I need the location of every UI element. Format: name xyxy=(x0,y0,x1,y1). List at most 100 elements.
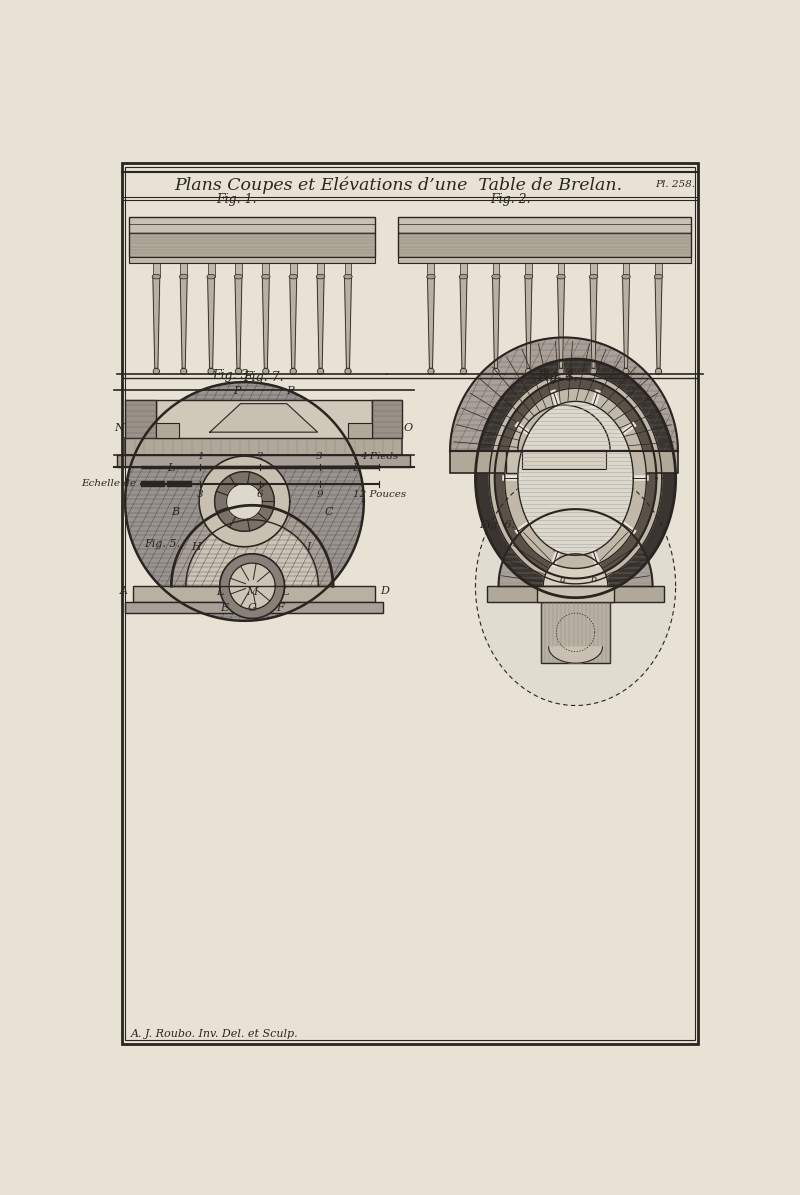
Text: 6: 6 xyxy=(257,490,263,498)
Text: P: P xyxy=(233,386,241,396)
Text: Fig. 1.: Fig. 1. xyxy=(217,192,257,206)
Bar xyxy=(129,233,375,257)
Circle shape xyxy=(262,368,269,374)
Bar xyxy=(371,400,402,439)
Text: C: C xyxy=(325,507,334,517)
Ellipse shape xyxy=(316,275,325,278)
Ellipse shape xyxy=(207,275,215,278)
Circle shape xyxy=(526,368,531,374)
Circle shape xyxy=(623,368,629,374)
Circle shape xyxy=(493,368,499,374)
Bar xyxy=(398,233,691,257)
Text: L: L xyxy=(281,588,288,598)
Text: Plans Coupes et Elévations d’une  Table de Brelan.: Plans Coupes et Elévations d’une Table d… xyxy=(174,176,622,194)
Polygon shape xyxy=(317,276,324,368)
Text: 1: 1 xyxy=(197,452,203,460)
Bar xyxy=(525,263,532,276)
Bar xyxy=(118,455,410,467)
Circle shape xyxy=(235,368,242,374)
Ellipse shape xyxy=(426,275,435,278)
Text: A. J. Roubo. Inv. Del. et Sculp.: A. J. Roubo. Inv. Del. et Sculp. xyxy=(131,1029,299,1040)
Bar xyxy=(349,423,371,439)
Polygon shape xyxy=(141,482,163,486)
Bar xyxy=(125,601,383,613)
Ellipse shape xyxy=(590,275,598,278)
Text: L: L xyxy=(353,462,360,473)
Polygon shape xyxy=(460,276,467,368)
Polygon shape xyxy=(345,276,351,368)
Polygon shape xyxy=(427,276,434,368)
Text: D: D xyxy=(380,586,389,596)
Text: G: G xyxy=(248,602,257,613)
Polygon shape xyxy=(494,379,656,578)
Polygon shape xyxy=(167,482,190,486)
Circle shape xyxy=(290,368,296,374)
Polygon shape xyxy=(214,472,274,532)
Text: 4 Pieds: 4 Pieds xyxy=(360,452,398,460)
Bar xyxy=(450,452,678,473)
Ellipse shape xyxy=(654,275,662,278)
Polygon shape xyxy=(475,358,676,598)
Polygon shape xyxy=(235,276,242,368)
Polygon shape xyxy=(208,276,214,368)
Text: Fig. 5.: Fig. 5. xyxy=(144,539,180,549)
Polygon shape xyxy=(290,276,297,368)
Polygon shape xyxy=(655,276,662,368)
Polygon shape xyxy=(525,276,532,368)
Circle shape xyxy=(154,368,159,374)
Circle shape xyxy=(655,368,662,374)
Polygon shape xyxy=(125,382,364,620)
Polygon shape xyxy=(518,405,610,452)
Bar xyxy=(129,257,375,263)
Text: 2: 2 xyxy=(257,452,263,460)
Text: R: R xyxy=(286,386,295,396)
Polygon shape xyxy=(171,505,333,587)
Text: O: O xyxy=(404,423,413,433)
Text: E: E xyxy=(220,602,228,613)
Text: I: I xyxy=(306,541,311,552)
Polygon shape xyxy=(229,563,275,609)
Circle shape xyxy=(428,368,434,374)
Bar xyxy=(208,263,214,276)
Text: a: a xyxy=(560,575,566,584)
Circle shape xyxy=(590,368,597,374)
Text: 3: 3 xyxy=(197,490,203,498)
Polygon shape xyxy=(490,373,662,584)
Polygon shape xyxy=(210,404,318,433)
Ellipse shape xyxy=(344,275,352,278)
Circle shape xyxy=(318,368,324,374)
Polygon shape xyxy=(180,276,187,368)
Polygon shape xyxy=(220,553,285,619)
Bar xyxy=(487,587,664,601)
Ellipse shape xyxy=(179,275,188,278)
Bar xyxy=(398,257,691,263)
Bar xyxy=(153,263,160,276)
Polygon shape xyxy=(505,388,646,569)
Text: Fig. 2.: Fig. 2. xyxy=(490,192,530,206)
Polygon shape xyxy=(475,467,676,705)
Circle shape xyxy=(345,368,351,374)
Text: A: A xyxy=(119,586,127,596)
Text: L: L xyxy=(168,462,175,473)
Bar xyxy=(156,423,179,439)
Ellipse shape xyxy=(459,275,468,278)
Ellipse shape xyxy=(289,275,298,278)
Text: N: N xyxy=(114,423,124,433)
Bar xyxy=(262,263,270,276)
Text: F: F xyxy=(277,602,284,613)
Text: Pl. 258.: Pl. 258. xyxy=(656,180,696,190)
Polygon shape xyxy=(199,456,290,547)
Bar xyxy=(427,263,434,276)
Polygon shape xyxy=(590,276,597,368)
Polygon shape xyxy=(622,276,630,368)
Text: Fig. 7.: Fig. 7. xyxy=(243,372,284,385)
Polygon shape xyxy=(543,553,608,587)
Text: M: M xyxy=(246,588,258,598)
Bar xyxy=(398,216,691,233)
Bar xyxy=(235,263,242,276)
Text: Fig. 8.: Fig. 8. xyxy=(537,372,578,385)
Polygon shape xyxy=(153,276,160,368)
Bar xyxy=(180,263,187,276)
Ellipse shape xyxy=(524,275,533,278)
Bar xyxy=(537,587,614,601)
